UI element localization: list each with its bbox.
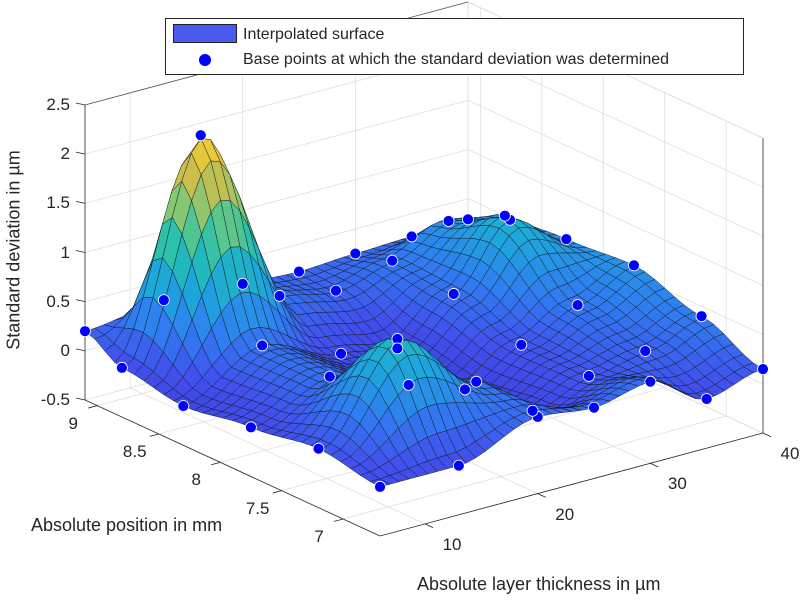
y-tick-label: 7.5 [245, 498, 270, 518]
base-point [293, 265, 305, 278]
x-tick-label: 20 [555, 504, 575, 524]
x-tick-label: 10 [442, 534, 462, 554]
x-tick [424, 523, 434, 528]
base-point [526, 404, 539, 417]
base-point [245, 421, 257, 434]
y-tick-label: 7 [314, 527, 324, 546]
base-points [79, 129, 769, 493]
base-point [177, 400, 190, 412]
back-wall-gridline-z [84, 149, 469, 253]
back-wall-gridline-z [84, 99, 469, 204]
z-tick-label: 0 [60, 340, 70, 360]
base-point [402, 379, 415, 391]
x-axis-line [379, 432, 764, 537]
z-tick [75, 102, 86, 106]
base-point [115, 361, 128, 374]
base-point [312, 442, 325, 455]
floor-gridline-y [343, 415, 727, 520]
z-tick [75, 151, 86, 155]
base-point [405, 230, 418, 243]
z-tick [75, 200, 86, 204]
side-wall-gridline-z [467, 99, 764, 237]
base-point [498, 209, 511, 222]
x-tick [762, 432, 772, 438]
y-tick-label: 8.5 [122, 442, 147, 461]
base-point [644, 375, 657, 388]
y-tick [334, 518, 344, 522]
base-point [79, 325, 91, 338]
base-point [470, 375, 483, 388]
z-tick [75, 299, 86, 303]
base-point [236, 277, 249, 290]
base-point [349, 247, 362, 260]
base-point [588, 401, 600, 414]
base-point [628, 259, 640, 272]
base-point [386, 254, 399, 267]
y-tick-label: 9 [68, 413, 79, 433]
base-point [515, 338, 528, 351]
base-point [459, 383, 471, 396]
y-tick [149, 433, 159, 437]
z-tick-label: -0.5 [40, 390, 70, 409]
base-point [323, 370, 336, 383]
legend-surface-swatch [173, 24, 237, 43]
z-tick [75, 250, 86, 253]
z-tick-label: 2 [60, 144, 70, 164]
y-tick [272, 490, 282, 494]
base-point [256, 339, 269, 352]
base-point [330, 284, 342, 297]
base-point [442, 215, 455, 227]
interpolated-surface [84, 137, 764, 488]
base-point [194, 129, 207, 142]
z-tick-label: 2.5 [46, 95, 70, 114]
base-point [462, 213, 474, 226]
x-tick-label: 30 [667, 474, 687, 494]
base-point [571, 299, 584, 311]
floor-gridline-x [129, 387, 426, 525]
base-point [335, 347, 347, 360]
y-tick-label: 8 [191, 470, 201, 490]
base-point [560, 233, 573, 245]
base-point [582, 370, 595, 382]
base-point [700, 393, 713, 405]
base-point [391, 342, 404, 355]
base-point [452, 459, 465, 472]
side-wall-gridline-z [467, 149, 764, 286]
x-tick-label: 40 [780, 444, 800, 463]
y-tick [88, 405, 98, 409]
z-axis-label: Standard deviation in µm [3, 150, 24, 350]
z-tick [75, 348, 86, 352]
base-point [695, 310, 708, 323]
y-tick [211, 461, 221, 466]
x-axis-label: Absolute layer thickness in µm [417, 574, 661, 594]
x-tick [650, 462, 659, 468]
y-axis-line [84, 399, 381, 537]
base-point [639, 345, 652, 357]
z-tick [75, 397, 86, 401]
legend-points-label: Base points at which the standard deviat… [243, 51, 670, 68]
legend-surface-label: Interpolated surface [243, 26, 385, 43]
z-tick-label: 1 [60, 242, 70, 262]
base-point [273, 290, 286, 302]
z-tick-label: 1.5 [46, 193, 70, 213]
z-tick-label: 0.5 [46, 291, 70, 311]
base-point [157, 294, 170, 307]
x-tick [537, 493, 546, 498]
legend-point-marker [199, 54, 211, 66]
base-point [374, 480, 386, 493]
y-axis-label: Absolute position in mm [31, 515, 223, 535]
base-point [447, 288, 460, 300]
base-point [757, 363, 769, 375]
legend: Interpolated surface Base points at whic… [165, 18, 744, 75]
